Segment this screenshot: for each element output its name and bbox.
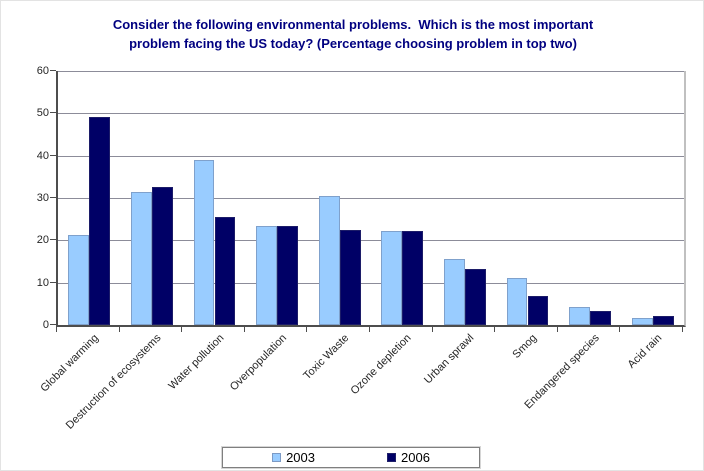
gridline-10 <box>58 282 684 284</box>
chart-title: Consider the following environmental pro… <box>1 16 703 54</box>
y-axis-tick-0 <box>50 324 56 325</box>
bar-2003-destruction-of-ecosystems <box>131 192 152 325</box>
x-axis-label-acid-rain: Acid rain <box>625 332 665 371</box>
x-axis-label-smog: Smog <box>510 332 539 361</box>
x-axis-tick-6 <box>431 327 433 332</box>
bar-2006-smog <box>527 295 549 325</box>
bar-2003-smog <box>506 277 528 325</box>
x-axis-tick-1 <box>118 327 120 332</box>
chart-title-line2: problem facing the US today? (Percentage… <box>129 35 577 51</box>
legend-item-2006: 2006 <box>387 451 430 464</box>
bar-2006-toxic-waste <box>339 230 361 325</box>
bar-2006-destruction-of-ecosystems <box>151 187 173 325</box>
bar-2006-ozone-depletion <box>402 231 424 325</box>
bar-2003-endangered-species <box>569 306 591 325</box>
bar-2003-water-pollution <box>193 159 215 325</box>
x-axis-label-global-warming: Global warming <box>38 332 101 395</box>
x-axis-tick-8 <box>556 327 558 332</box>
gridline-50 <box>58 113 684 115</box>
legend: 2003 2006 <box>222 447 480 468</box>
y-axis-label-10: 10 <box>36 276 49 289</box>
y-axis-label-30: 30 <box>36 192 49 204</box>
bar-2006-overpopulation <box>277 226 298 325</box>
gridline-30 <box>58 198 684 199</box>
y-axis-tick-20 <box>50 239 56 241</box>
bar-2006-water-pollution <box>214 217 236 325</box>
bar-2003-acid-rain <box>631 318 653 325</box>
bar-2006-endangered-species <box>590 311 611 325</box>
x-axis-label-water-pollution: Water pollution <box>165 332 226 393</box>
y-axis-tick-30 <box>50 197 56 198</box>
legend-item-2003: 2003 <box>272 451 315 464</box>
x-axis-tick-0 <box>56 327 57 332</box>
y-axis-label-60: 60 <box>36 65 49 77</box>
x-axis-label-urban-sprawl: Urban sprawl <box>422 332 477 387</box>
bar-2003-urban-sprawl <box>444 259 465 325</box>
x-axis-tick-7 <box>494 327 496 332</box>
bar-2006-urban-sprawl <box>464 269 486 325</box>
x-axis-label-overpopulation: Overpopulation <box>227 332 289 394</box>
bar-2003-ozone-depletion <box>381 231 403 325</box>
x-axis-label-toxic-waste: Toxic Waste <box>301 332 352 383</box>
plot-area <box>56 71 686 327</box>
legend-swatch-2006 <box>387 453 396 462</box>
gridline-20 <box>58 240 684 242</box>
bar-2006-acid-rain <box>652 316 674 325</box>
legend-label-2006: 2006 <box>401 450 430 465</box>
x-axis-tick-10 <box>682 327 683 332</box>
x-axis-tick-9 <box>619 327 621 332</box>
bar-2003-toxic-waste <box>318 195 340 325</box>
chart-title-line1: Consider the following environmental pro… <box>112 17 594 32</box>
y-axis-tick-10 <box>50 281 56 283</box>
legend-swatch-2003 <box>272 453 282 462</box>
bar-2006-global-warming <box>89 116 111 325</box>
bar-2003-global-warming <box>68 235 90 325</box>
x-axis-label-ozone-depletion: Ozone depletion <box>348 332 414 398</box>
legend-label-2003: 2003 <box>286 450 315 465</box>
gridline-40 <box>58 155 684 157</box>
y-axis-label-50: 50 <box>36 107 49 120</box>
bar-2003-overpopulation <box>256 225 278 325</box>
x-axis-tick-5 <box>369 327 370 332</box>
x-axis-tick-2 <box>181 327 183 332</box>
y-axis-label-40: 40 <box>36 149 49 162</box>
y-axis-tick-60 <box>50 70 56 71</box>
y-axis-label-20: 20 <box>36 234 49 247</box>
y-axis-label-0: 0 <box>42 319 49 331</box>
gridline-60 <box>58 71 684 72</box>
x-axis-tick-3 <box>243 327 245 332</box>
y-axis-tick-50 <box>50 112 56 114</box>
x-axis-tick-4 <box>306 327 308 332</box>
y-axis-tick-40 <box>50 154 56 156</box>
